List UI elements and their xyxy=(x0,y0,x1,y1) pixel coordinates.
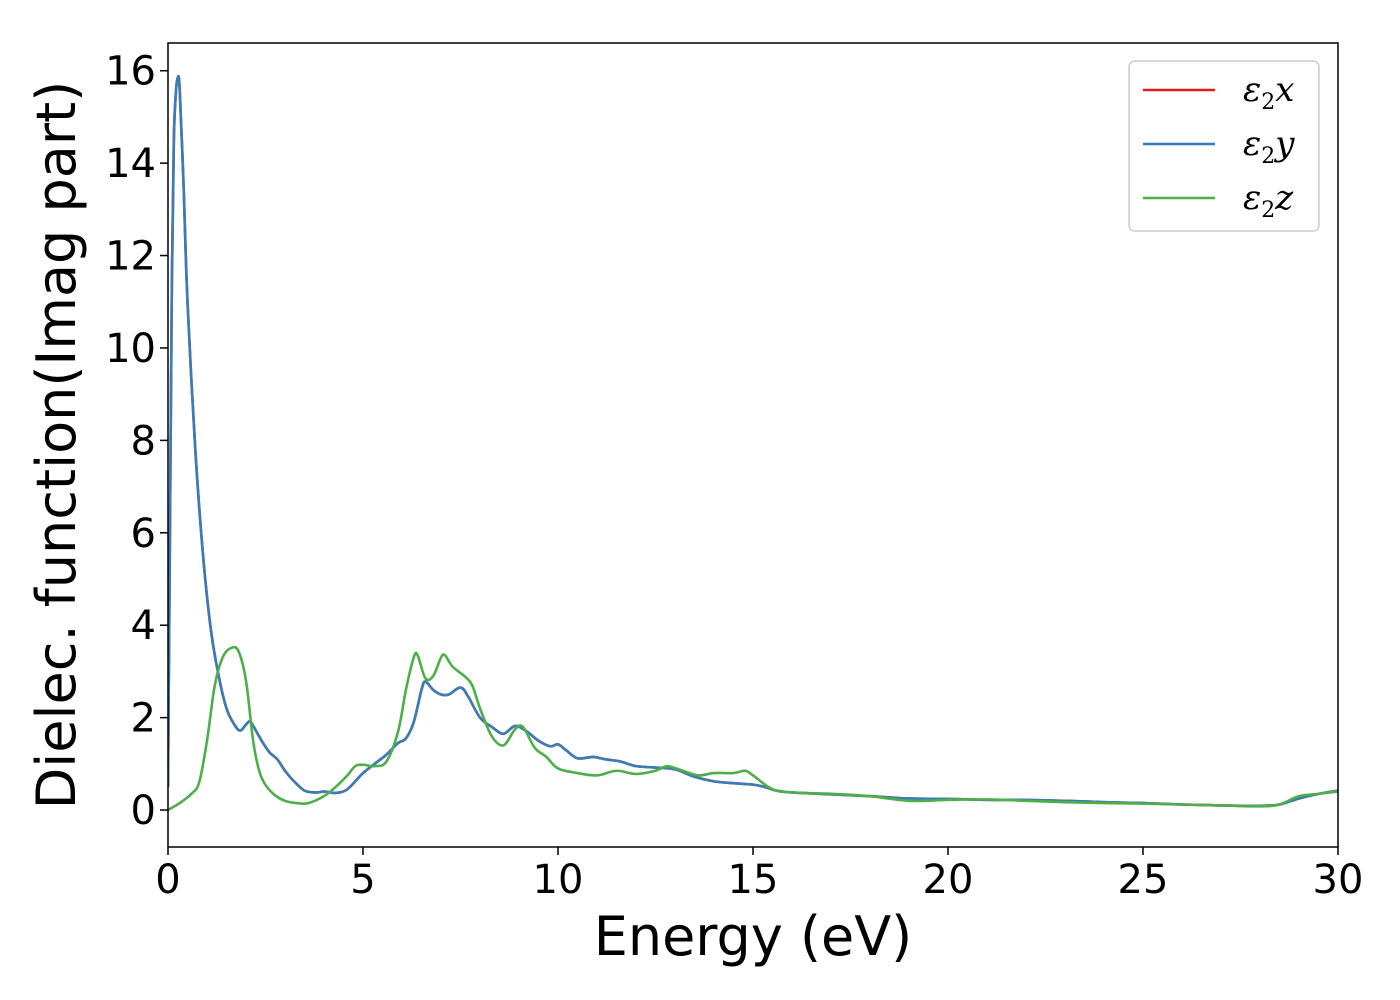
legend-label-y: ε2y xyxy=(1243,124,1295,169)
y-axis: 0 2 4 6 8 10 12 14 16 xyxy=(105,49,168,834)
series-layer xyxy=(168,74,1338,812)
x-tick-label: 20 xyxy=(923,857,974,903)
legend-label-x: ε2x xyxy=(1243,70,1294,115)
x-axis: 0 5 10 15 20 25 30 xyxy=(155,847,1363,903)
y-tick-label: 16 xyxy=(105,49,156,95)
y-tick-label: 12 xyxy=(105,234,156,280)
x-tick-label: 15 xyxy=(728,857,779,903)
y-tick-label: 0 xyxy=(131,788,156,834)
y-tick-label: 2 xyxy=(131,696,156,742)
x-tick-label: 25 xyxy=(1118,857,1169,903)
y-tick-label: 4 xyxy=(131,603,156,649)
y-tick-label: 6 xyxy=(131,511,156,557)
y-tick-label: 8 xyxy=(131,418,156,464)
legend: ε2x ε2y ε2z xyxy=(1128,60,1320,232)
x-tick-label: 0 xyxy=(155,857,180,903)
legend-box xyxy=(1128,60,1320,232)
x-tick-label: 30 xyxy=(1313,857,1364,903)
legend-label-z: ε2z xyxy=(1243,178,1294,223)
x-tick-label: 5 xyxy=(350,857,375,903)
y-tick-label: 14 xyxy=(105,141,156,187)
x-tick-label: 10 xyxy=(533,857,584,903)
series-line-z xyxy=(168,645,1338,812)
y-axis-label: Dielec. function(Imag part) xyxy=(25,81,88,810)
x-axis-label: Energy (eV) xyxy=(594,905,913,968)
y-tick-label: 10 xyxy=(105,326,156,372)
